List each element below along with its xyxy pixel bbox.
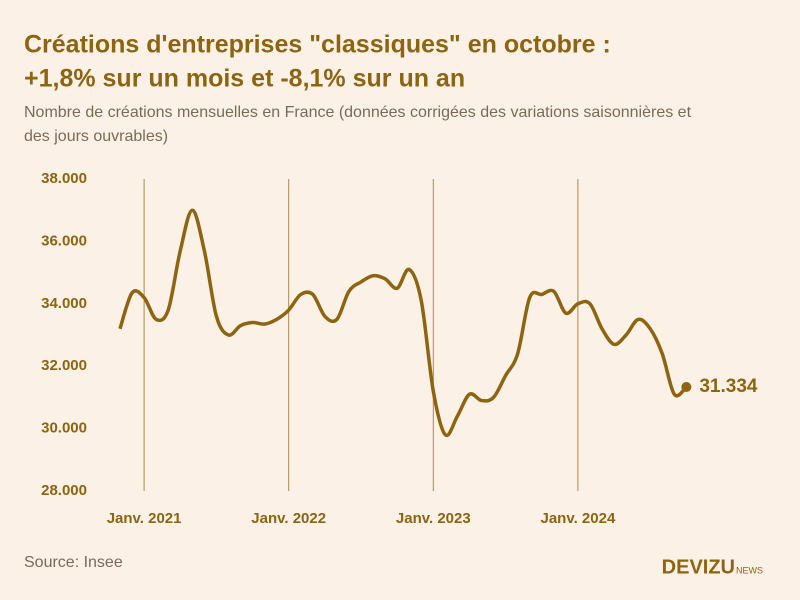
chart-title: +1,8% sur un mois et -8,1% sur un an	[24, 65, 465, 93]
x-tick-label: Janv. 2023	[396, 510, 471, 527]
line	[118, 208, 688, 438]
chart-title: Créations d'entreprises "classiques" en …	[24, 31, 611, 59]
source: Source: Insee	[24, 554, 123, 571]
y-tick-label: 30.000	[41, 420, 87, 437]
x-tick-label: Janv. 2024	[541, 510, 616, 527]
y-tick-label: 32.000	[41, 357, 87, 374]
brand-suffix: NEWS	[736, 565, 763, 575]
subtitle: des jours ouvrables)	[24, 128, 168, 145]
end-point	[681, 381, 692, 392]
x-tick-label: Janv. 2022	[251, 510, 326, 527]
y-tick-label: 28.000	[41, 482, 87, 499]
subtitle: Nombre de créations mensuelles en France…	[24, 104, 692, 121]
y-tick-label: 38.000	[41, 170, 87, 187]
y-tick-label: 36.000	[41, 232, 87, 249]
x-tick-label: Janv. 2021	[107, 510, 182, 527]
brand: DEVIZU	[662, 556, 735, 578]
data-label: 31.334	[699, 376, 758, 397]
y-tick-label: 34.000	[41, 295, 87, 312]
